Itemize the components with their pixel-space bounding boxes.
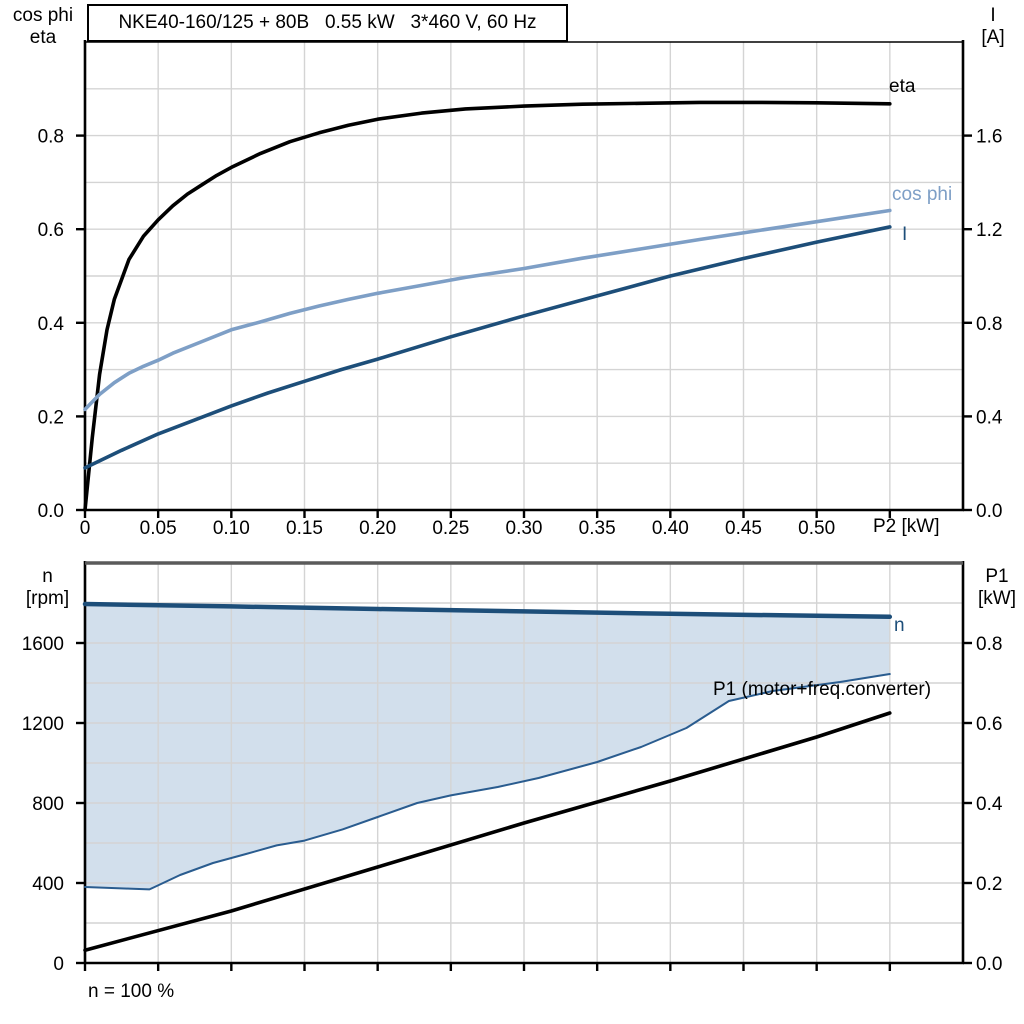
x-tick-label: 0.45: [725, 518, 762, 539]
x-axis-unit-label: P2 [kW]: [873, 516, 940, 537]
x-tick-label: 0.05: [140, 518, 177, 539]
y-right-tick-label: 1.6: [976, 127, 1002, 148]
y-right-tick-label: 0.6: [976, 714, 1002, 735]
series-path-i: [83, 225, 892, 470]
bottom-right-axis-label-p1: P1: [985, 566, 1009, 587]
speed-range-band: [85, 604, 890, 890]
p1-curve-label: P1 (motor+freq.converter): [713, 679, 932, 700]
series-path-n-lower-boundary: [84, 673, 891, 891]
speed-footnote: n = 100 %: [88, 981, 175, 1002]
y-left-tick-label: 0.8: [38, 127, 64, 148]
y-right-tick-label: 1.2: [976, 220, 1002, 241]
y-right-tick-label: 0.0: [976, 954, 1002, 975]
top-left-axis-label-eta: eta: [29, 27, 57, 48]
y-left-tick-label: 0.4: [38, 314, 65, 335]
y-left-tick-label: 400: [32, 874, 64, 895]
x-tick-label: 0.40: [652, 518, 689, 539]
top-left-axis-label-cos-phi: cos phi: [12, 5, 74, 26]
bottom-right-axis-label-kw: [kW]: [978, 588, 1016, 609]
y-left-tick-label: 0.2: [38, 407, 64, 428]
series-path-n: [82, 601, 893, 620]
y-right-tick-label: 0.2: [976, 874, 1002, 895]
y-left-tick-label: 800: [32, 794, 64, 815]
y-right-tick-label: 0.8: [976, 314, 1002, 335]
x-tick-label: 0.25: [432, 518, 469, 539]
y-left-tick-label: 1200: [22, 714, 64, 735]
y-right-tick-label: 0.8: [976, 634, 1002, 655]
series-path-p1-motor-freq-converter: [83, 711, 892, 952]
top-right-axis-label-i: I: [990, 5, 996, 26]
x-tick-label: 0.20: [359, 518, 396, 539]
bottom-left-axis-label-n: n: [42, 566, 53, 587]
chart-title-box: NKE40-160/125 + 80B 0.55 kW 3*460 V, 60 …: [87, 4, 568, 42]
series-path-eta: [83, 100, 892, 512]
current-curve-label: I: [902, 224, 908, 245]
y-right-tick-label: 0.4: [976, 407, 1003, 428]
cos-phi-curve-label: cos phi: [892, 184, 953, 205]
bottom-left-axis-label-rpm: [rpm]: [25, 588, 70, 609]
series-path-cos-phi: [83, 208, 892, 412]
y-left-tick-label: 0.0: [38, 501, 64, 522]
x-tick-label: 0.30: [506, 518, 543, 539]
x-tick-label: 0.35: [579, 518, 616, 539]
x-tick-label: 0: [80, 518, 91, 539]
y-left-tick-label: 0: [53, 954, 64, 975]
x-tick-label: 0.15: [286, 518, 323, 539]
y-left-tick-label: 1600: [22, 634, 64, 655]
chart-title: NKE40-160/125 + 80B 0.55 kW 3*460 V, 60 …: [118, 12, 537, 33]
y-right-tick-label: 0.0: [976, 501, 1002, 522]
eta-curve-label: eta: [889, 76, 916, 97]
top-right-axis-label-unit: [A]: [981, 27, 1005, 48]
x-tick-label: 0.50: [798, 518, 835, 539]
y-right-tick-label: 0.4: [976, 794, 1003, 815]
x-tick-label: 0.10: [213, 518, 250, 539]
y-left-tick-label: 0.6: [38, 220, 64, 241]
n-curve-label: n: [894, 615, 905, 636]
